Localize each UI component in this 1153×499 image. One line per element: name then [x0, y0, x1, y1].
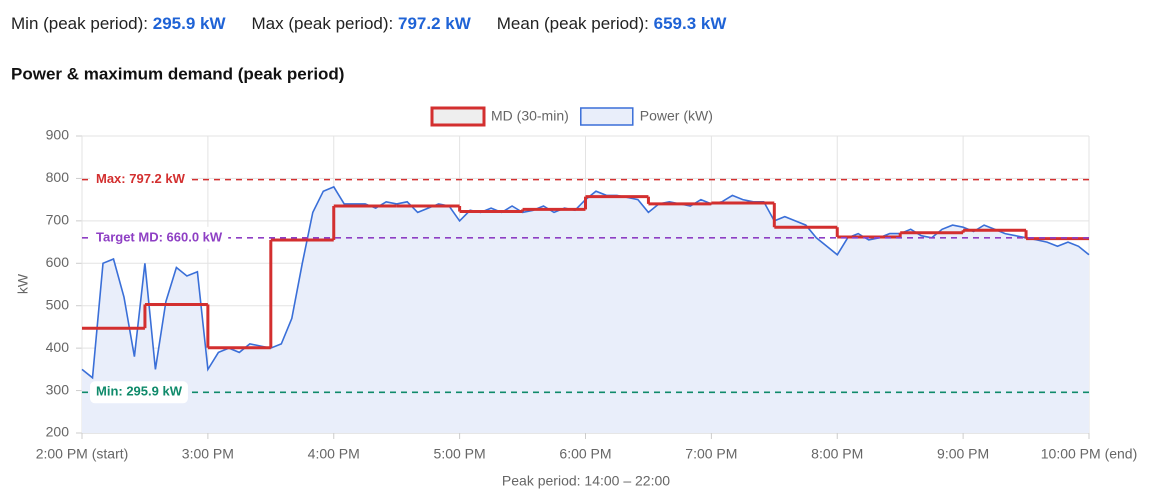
legend-item: MD (30-min)	[430, 106, 569, 127]
y-tick-label: 700	[46, 212, 70, 228]
y-tick-label: 600	[46, 254, 70, 270]
reference-label: Target MD: 660.0 kW	[96, 229, 223, 244]
legend-item: Power (kW)	[580, 107, 713, 126]
stat-label: Min (peak period):	[11, 14, 149, 33]
y-tick-label: 300	[46, 381, 70, 397]
stat-label: Max (peak period):	[251, 14, 394, 33]
stat-label: Mean (peak period):	[496, 14, 649, 33]
stat: Max (peak period): 797.2 kW	[252, 14, 471, 33]
power-area	[82, 186, 1089, 433]
stat-value: 659.3 kW	[653, 14, 727, 33]
y-tick-label: 800	[46, 169, 70, 185]
x-tick-label: 4:00 PM	[308, 446, 360, 462]
legend-swatch	[580, 107, 634, 126]
stat-value: 295.9 kW	[152, 14, 226, 33]
reference-label-bg	[90, 168, 191, 191]
x-axis-title: Peak period: 14:00 – 22:00	[502, 473, 670, 489]
x-tick-label: 5:00 PM	[434, 446, 486, 462]
y-tick-label: 200	[46, 424, 70, 440]
stats-bar: Min (peak period): 295.9 kW Max (peak per…	[11, 14, 752, 34]
stat-value: 797.2 kW	[397, 14, 471, 33]
reference-label: Min: 295.9 kW	[96, 384, 183, 399]
legend-label: MD (30-min)	[491, 108, 569, 124]
stat: Min (peak period): 295.9 kW	[11, 14, 226, 33]
reference-label-bg	[90, 226, 229, 249]
x-tick-label: 3:00 PM	[182, 446, 234, 462]
y-tick-label: 500	[46, 296, 70, 312]
x-tick-label: 10:00 PM (end)	[1041, 446, 1138, 462]
y-tick-label: 900	[46, 127, 70, 143]
x-tick-label: 9:00 PM	[937, 446, 989, 462]
y-tick-label: 400	[46, 339, 70, 355]
reference-label: Max: 797.2 kW	[96, 171, 186, 186]
x-tick-label: 8:00 PM	[811, 446, 863, 462]
x-tick-label: 7:00 PM	[685, 446, 737, 462]
legend-label: Power (kW)	[640, 108, 713, 124]
y-axis-title: kW	[15, 273, 31, 294]
reference-label-bg	[90, 381, 188, 404]
stat: Mean (peak period): 659.3 kW	[497, 14, 727, 33]
chart-title: Power & maximum demand (peak period)	[11, 64, 344, 83]
x-tick-label: 6:00 PM	[559, 446, 611, 462]
x-tick-label: 2:00 PM (start)	[36, 446, 129, 462]
legend-swatch	[430, 106, 486, 127]
